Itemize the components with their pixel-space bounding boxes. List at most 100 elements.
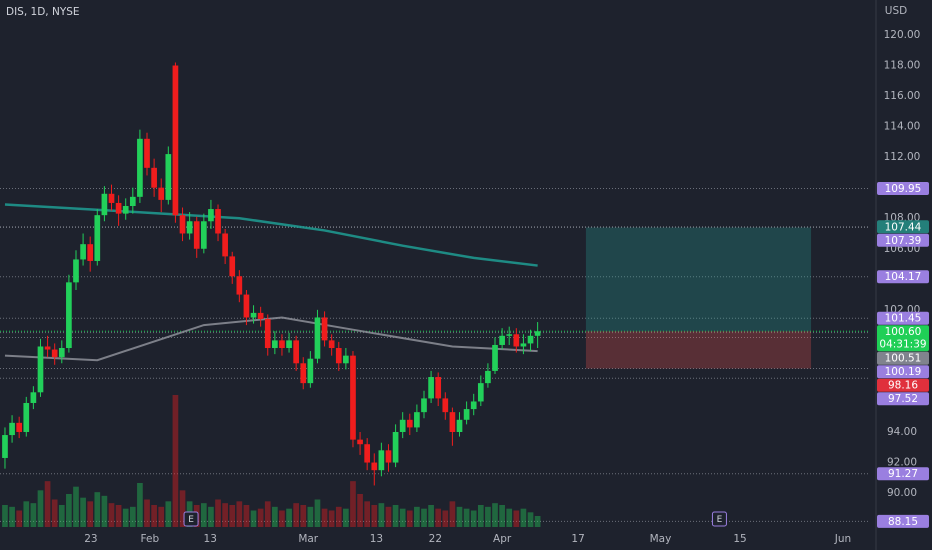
candle-body [58,348,65,358]
price-label: 100.60 [885,326,922,338]
volume-bar [215,499,221,527]
volume-bar [371,505,378,527]
price-label-box [877,365,929,379]
volume-bar [2,505,8,527]
volume-bar [307,506,314,527]
candle-body [186,221,193,234]
candle-body [421,398,427,413]
volume-bar [364,501,371,527]
volume-bar [456,506,463,527]
volume-bar [151,505,157,527]
price-label-box [877,351,929,365]
price-label: 100.19 [885,366,922,378]
volume-bar [350,481,356,527]
x-tick-label: 15 [733,533,746,545]
volume-bar [527,512,534,527]
price-label-box [877,181,929,195]
candle-body [350,355,356,440]
candle-body [307,358,314,384]
price-label: 91.27 [888,468,918,480]
price-label: 100.51 [885,353,922,365]
x-tick-label: Apr [493,533,512,545]
volume-bar [208,506,214,527]
price-label-box [877,378,929,392]
volume-bar [87,501,94,527]
volume-bar [449,501,456,527]
x-tick-label: 22 [429,533,442,545]
candle-body [435,377,442,399]
candle-body [101,193,108,216]
volume-bar [534,516,541,527]
volume-bar [357,494,363,527]
x-tick-label: Jun [834,533,851,545]
price-label-box [877,467,929,481]
candle-body [51,349,58,358]
candle-body [129,196,136,206]
candle-body [264,319,271,349]
event-marker [183,511,199,527]
price-label: 104.17 [885,271,922,283]
candle-body [9,422,15,436]
volume-bar [442,510,449,527]
candle-body [428,377,434,399]
candle-body [406,419,413,428]
volume-bar [477,505,484,527]
volume-bar [30,503,37,527]
plot [0,62,870,527]
candle-body [371,462,378,471]
volume-bar [129,506,136,527]
volume-bar [293,503,299,527]
volume-bar [66,494,72,527]
candle-body [87,244,94,261]
volume-bar [37,490,44,527]
volume-bar [392,505,399,527]
volume-bar [399,508,406,527]
candle-body [513,334,520,347]
volume-bar [279,510,285,527]
volume-bar [314,499,321,527]
volume-bar [492,503,498,527]
volume-bar [328,510,335,527]
candle-body [158,187,165,200]
candle-body [94,215,101,261]
candle-body [456,419,463,433]
volume-bar [101,495,108,527]
candle-body [286,340,292,349]
candle-body [208,209,214,222]
x-tick-label: Feb [141,533,160,545]
volume-bar [421,508,427,527]
candle-body [144,138,150,168]
volume-bar [250,510,257,527]
candle-body [328,340,335,349]
volume-bar [335,506,342,527]
x-tick-label: 17 [571,533,584,545]
candle-body [250,312,257,318]
candle-body [300,363,307,384]
volume-bar [222,503,228,527]
volume-bar [236,501,243,527]
volume-bar [513,510,520,527]
countdown: 04:31:39 [879,339,926,351]
candle-body [399,419,406,433]
candle-body [485,370,491,384]
y-tick-label: 94.00 [887,426,917,438]
candle-body [151,167,157,188]
x-tick-label: 13 [370,533,383,545]
volume-bar [158,506,165,527]
y-tick-label: 116.00 [884,90,921,102]
axis-unit: USD [885,5,907,17]
volume-bar [463,508,470,527]
candle-body [499,335,505,345]
volume-bar [137,483,143,527]
position-target [585,227,812,332]
price-label-box [877,311,929,325]
volume-bar [23,501,30,527]
volume-bar [229,505,236,527]
candle-body [80,244,86,260]
candle-body [506,334,513,336]
y-tick-label: 92.00 [887,457,917,469]
candle-body [293,340,299,364]
candle-body [378,450,385,471]
